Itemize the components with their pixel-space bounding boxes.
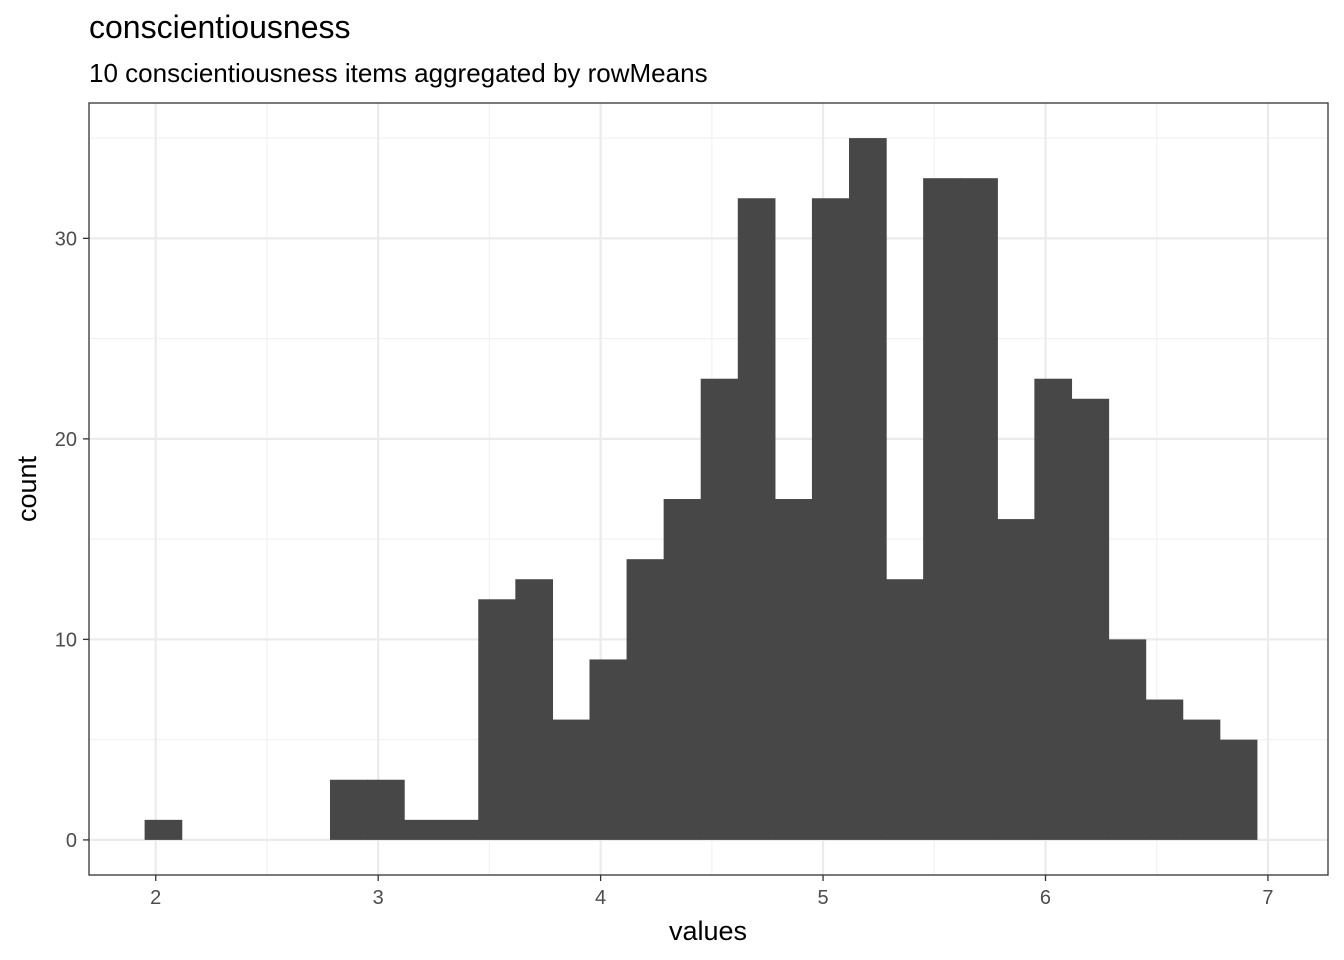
histogram-bar — [552, 719, 591, 840]
histogram-bar — [849, 138, 887, 840]
histogram-bar — [1182, 719, 1221, 840]
x-tick-label: 4 — [595, 887, 606, 909]
histogram-bar — [367, 779, 405, 840]
x-tick-label: 2 — [150, 887, 161, 909]
histogram-bar — [811, 198, 850, 840]
histogram-bar — [886, 579, 924, 840]
histogram-bar — [1145, 699, 1184, 840]
histogram-bar — [329, 779, 368, 840]
y-tick-label: 10 — [55, 629, 77, 651]
histogram-bar — [1034, 378, 1073, 840]
axis-ticks: 2 3 4 5 6 7 0 10 20 30 — [55, 228, 1274, 909]
x-tick-label: 5 — [817, 887, 828, 909]
histogram-bar — [774, 499, 813, 840]
chart-subtitle: 10 conscientiousness items aggregated by… — [89, 58, 708, 88]
histogram-bar — [700, 378, 739, 840]
histogram-bar — [997, 519, 1035, 840]
y-tick-label: 0 — [66, 830, 77, 852]
histogram-bars — [144, 138, 1258, 840]
histogram-bar — [441, 819, 479, 840]
x-tick-label: 7 — [1262, 887, 1273, 909]
histogram-bar — [1219, 739, 1258, 840]
histogram-bar — [404, 819, 442, 840]
panel-border — [88, 102, 1329, 876]
histogram-bar — [923, 178, 961, 840]
histogram-bar — [144, 819, 183, 840]
histogram-bar — [515, 579, 554, 840]
y-axis-title: count — [12, 455, 42, 522]
histogram-bar — [663, 499, 702, 840]
y-tick-label: 20 — [55, 429, 77, 451]
histogram-bar — [737, 198, 776, 840]
histogram-bar — [1071, 398, 1110, 840]
x-tick-label: 3 — [373, 887, 384, 909]
y-tick-label: 30 — [55, 228, 77, 250]
x-axis-title: values — [669, 916, 747, 946]
chart-title: conscientiousness — [89, 9, 351, 45]
x-tick-label: 6 — [1040, 887, 1051, 909]
histogram-bar — [589, 659, 628, 840]
histogram-bar — [960, 178, 998, 840]
histogram-bar — [626, 559, 665, 840]
histogram-bar — [1108, 639, 1147, 840]
histogram-bar — [478, 599, 516, 840]
